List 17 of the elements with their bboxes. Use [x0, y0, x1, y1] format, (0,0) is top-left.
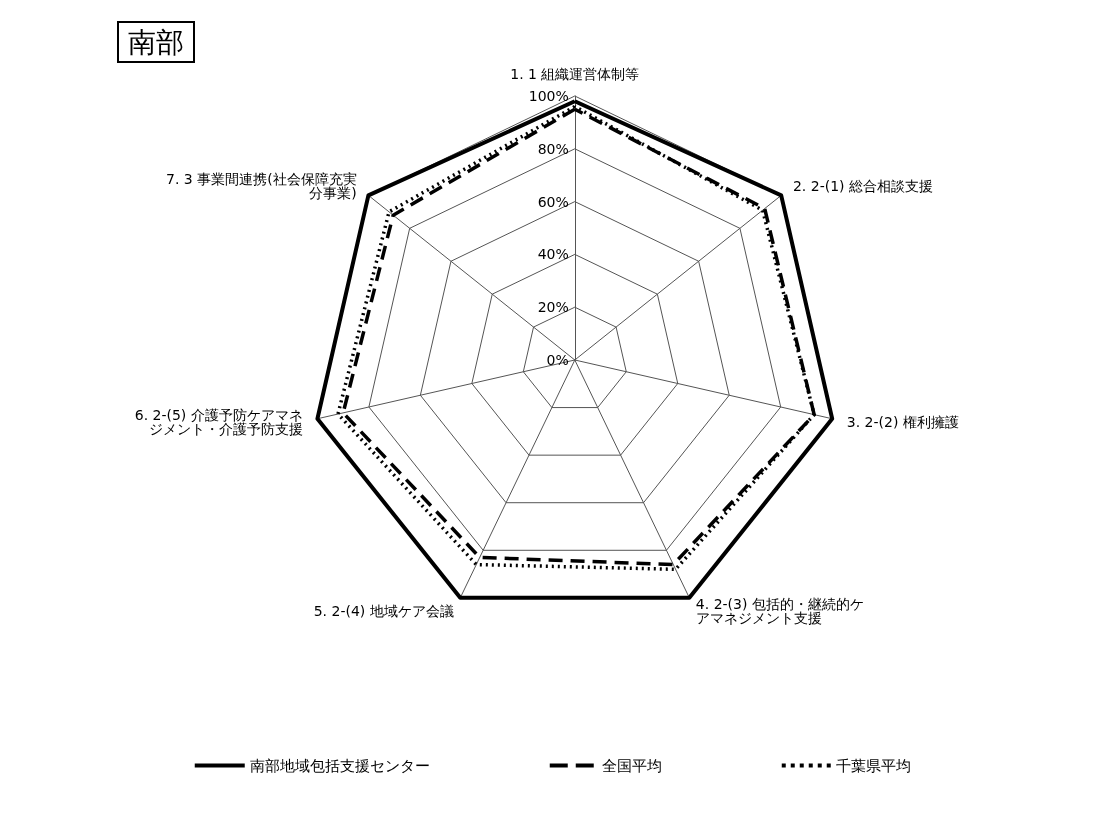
legend-label: 全国平均 [601, 756, 662, 775]
y-tick-label: 20% [537, 299, 569, 316]
chart-title: 南部 [128, 25, 184, 59]
y-tick-label: 80% [537, 140, 569, 157]
spoke-label: 6. 2-(5) 介護予防ケアマネジメント・介護予防支援 [134, 407, 303, 438]
legend-label: 千葉県平均 [836, 756, 912, 775]
legend-label: 南部地域包括支援センター [249, 756, 430, 775]
y-tick-label: 40% [537, 246, 569, 263]
spoke-label: 5. 2-(4) 地域ケア会議 [313, 603, 454, 620]
spoke-label: 4. 2-(3) 包括的・継続的ケアマネジメント支援 [695, 596, 864, 627]
y-tick-label: 0% [546, 352, 569, 368]
spoke-label: 7. 3 事業間連携(社会保障充実分事業) [166, 171, 357, 202]
spoke-label: 3. 2-(2) 権利擁護 [846, 414, 959, 431]
y-tick-label: 100% [528, 88, 569, 104]
y-tick-label: 60% [537, 193, 569, 210]
spoke-label: 2. 2-(1) 総合相談支援 [792, 178, 933, 195]
spoke-label: 1. 1 組織運営体制等 [510, 66, 640, 82]
